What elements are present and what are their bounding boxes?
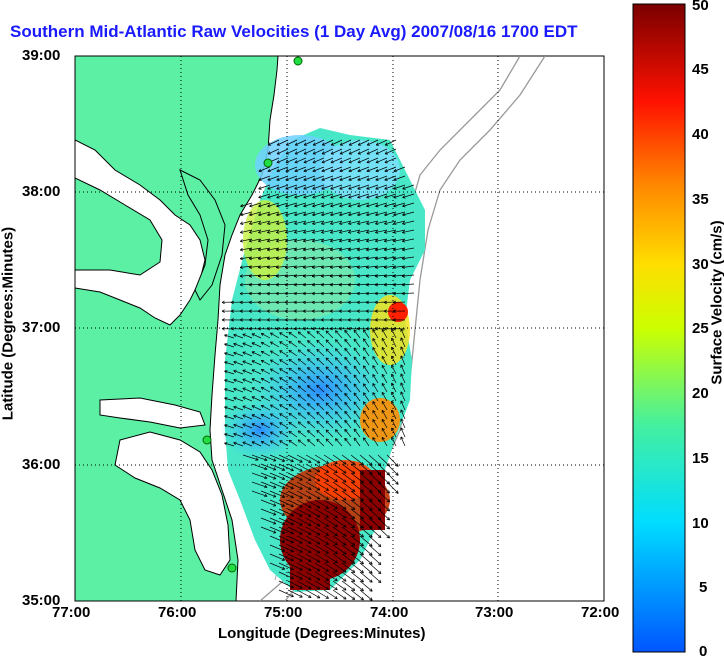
colorbar-tick: 5 (699, 579, 707, 596)
y-tick: 36:00 (22, 456, 60, 473)
colorbar (633, 4, 685, 652)
colorbar-tick: 35 (692, 191, 709, 208)
x-tick: 73:00 (475, 604, 513, 621)
y-tick: 38:00 (22, 183, 60, 200)
x-tick: 76:00 (158, 604, 196, 621)
x-tick: 74:00 (370, 604, 408, 621)
y-tick: 37:00 (22, 319, 60, 336)
x-tick: 72:00 (581, 604, 619, 621)
x-axis-label: Longitude (Degrees:Minutes) (218, 625, 426, 642)
colorbar-tick: 30 (692, 256, 709, 273)
colorbar-tick: 15 (692, 450, 709, 467)
colorbar-tick: 0 (699, 643, 707, 660)
y-tick: 39:00 (22, 47, 60, 64)
colorbar-tick: 10 (692, 515, 709, 532)
colorbar-tick: 50 (692, 0, 709, 14)
colorbar-tick: 25 (692, 320, 709, 337)
colorbar-tick: 40 (692, 126, 709, 143)
colorbar-label: Surface Velocity (cm/s) (709, 183, 724, 423)
colorbar-tick: 20 (692, 385, 709, 402)
colorbar-tick: 45 (692, 61, 709, 78)
y-axis-label: Latitude (Degrees:Minutes) (0, 204, 17, 444)
x-tick: 75:00 (264, 604, 302, 621)
x-tick: 77:00 (52, 604, 90, 621)
